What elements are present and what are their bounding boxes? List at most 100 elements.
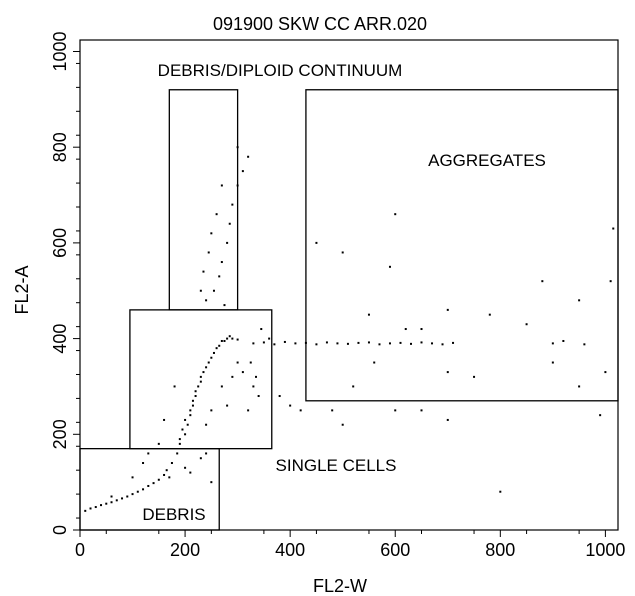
data-point [210,409,213,412]
data-point [273,343,276,346]
data-point [189,414,192,417]
data-point [488,313,491,316]
data-point [157,478,160,481]
data-point [199,375,202,378]
data-point [367,341,370,344]
data-point [163,418,166,421]
data-point [100,504,103,507]
data-point [202,371,205,374]
data-point [446,308,449,311]
data-point [249,361,252,364]
data-point [260,328,263,331]
data-point [142,488,145,491]
chart-title: 091900 SKW CC ARR.020 [213,14,427,34]
data-point [367,313,370,316]
y-axis-label: FL2-A [12,265,32,314]
data-point [218,344,221,347]
data-point [176,452,179,455]
data-point [289,404,292,407]
data-point [131,476,134,479]
data-point [599,414,602,417]
data-point [420,409,423,412]
data-point [341,251,344,254]
data-point [247,409,250,412]
data-point [189,409,192,412]
data-point [278,395,281,398]
data-point [212,289,215,292]
data-point [236,146,239,149]
data-point [165,469,168,472]
x-tick-label: 600 [380,540,410,560]
data-point [121,497,124,500]
data-point [178,438,181,441]
gate-label: AGGREGATES [428,151,546,170]
data-point [604,371,607,374]
data-point [452,341,455,344]
data-point [409,342,412,345]
data-point [186,423,189,426]
data-point [89,507,92,510]
data-point [152,482,155,485]
data-point [184,433,187,436]
gate-box [305,89,619,402]
data-point [220,339,223,342]
data-point [84,509,87,512]
data-point [420,341,423,344]
gate-box [79,448,220,531]
data-point [184,418,187,421]
data-point [373,361,376,364]
data-point [378,343,381,346]
data-point [252,342,255,345]
data-point [341,423,344,426]
data-point [212,351,215,354]
data-point [178,442,181,445]
data-point [157,442,160,445]
data-point [236,361,239,364]
data-point [210,356,213,359]
data-point [315,241,318,244]
data-point [551,342,554,345]
data-point [325,341,328,344]
data-point [218,275,221,278]
data-point [207,251,210,254]
data-point [110,495,113,498]
data-point [199,289,202,292]
data-point [255,375,258,378]
data-point [247,155,250,158]
data-point [215,213,218,216]
data-point [441,343,444,346]
data-point [105,502,108,505]
data-points [84,146,615,512]
data-point [228,335,231,338]
data-point [541,280,544,283]
data-point [299,409,302,412]
data-point [94,506,97,509]
y-tick-label: 0 [50,525,70,535]
data-point [283,340,286,343]
data-point [551,361,554,364]
data-point [394,213,397,216]
data-point [147,484,150,487]
x-tick-label: 1000 [585,540,625,560]
data-point [499,490,502,493]
data-point [223,339,226,342]
x-tick-label: 0 [75,540,85,560]
data-point [205,299,208,302]
data-point [352,385,355,388]
data-point [173,385,176,388]
data-point [194,390,197,393]
data-point [115,499,118,502]
data-point [420,328,423,331]
y-tick-label: 200 [50,419,70,449]
data-point [294,342,297,345]
y-tick-label: 400 [50,324,70,354]
data-point [163,473,166,476]
data-point [189,471,192,474]
data-point [199,380,202,383]
data-point [226,337,229,340]
data-point [431,342,434,345]
data-point [205,452,208,455]
axes: 0 200 400 600 800 1000 0 200 400 600 800 1000 [50,31,625,560]
data-point [136,490,139,493]
